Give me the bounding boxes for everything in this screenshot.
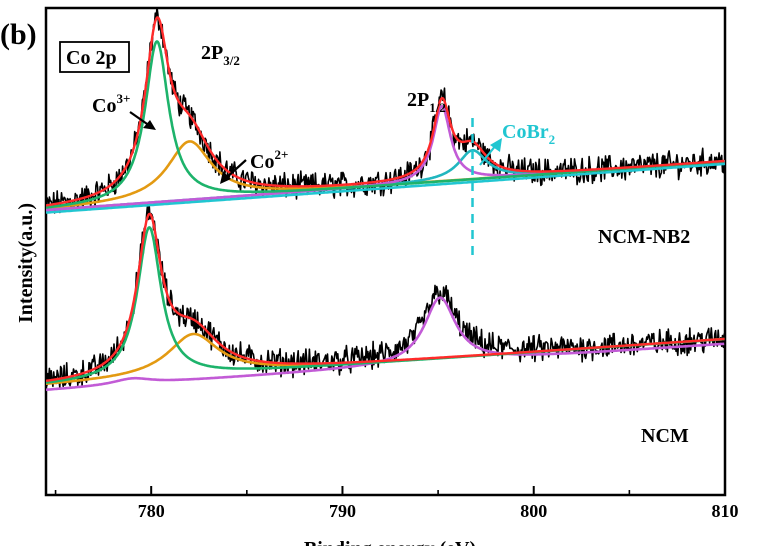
label-co3-sup: 3+ [116, 91, 130, 106]
chart-title: Co 2p [66, 47, 117, 69]
label-cobr2: CoBr2 [502, 121, 555, 147]
label-2p32: 2P3/2 [201, 42, 240, 68]
label-2p32-sub: 3/2 [223, 53, 240, 68]
label-co3: Co3+ [92, 91, 130, 117]
label-cobr2-sub: 2 [549, 132, 556, 147]
label-2p32-main: 2P [201, 42, 223, 64]
plot-frame [44, 6, 727, 497]
x-axis-ticks: 780 790 800 810 [54, 486, 739, 521]
curve-layer [46, 8, 725, 392]
title-box [59, 41, 130, 73]
sample-label-bottom: NCM [641, 425, 689, 447]
label-2p12-main: 2P [407, 89, 429, 111]
y-axis-label: Intensity(a.u.) [15, 203, 37, 323]
x-tick-label-780: 780 [138, 501, 165, 521]
co2-arrow [220, 159, 247, 184]
x-tick-label-790: 790 [329, 501, 356, 521]
x-tick-label-800: 800 [520, 501, 547, 521]
sample-label-top: NCM-NB2 [598, 226, 690, 248]
x-tick-label-810: 810 [712, 501, 739, 521]
label-2p12: 2P1/2 [407, 89, 446, 115]
label-2p12-sub: 1/2 [429, 100, 446, 115]
label-co2-sup: 2+ [274, 147, 288, 162]
ncm-nb2-background [46, 162, 725, 214]
cobr2-arrow [479, 138, 502, 166]
x-axis-label: Binding energy (eV) [304, 538, 476, 546]
ncm-envelope [46, 212, 725, 383]
ncm-nb2-envelope [46, 16, 725, 207]
co3-arrow [129, 111, 156, 130]
label-co3-main: Co [92, 95, 116, 117]
label-cobr2-main: CoBr [502, 121, 549, 143]
panel-label: (b) [0, 18, 37, 51]
label-co2-main: Co [250, 151, 274, 173]
label-co2: Co2+ [250, 147, 288, 173]
